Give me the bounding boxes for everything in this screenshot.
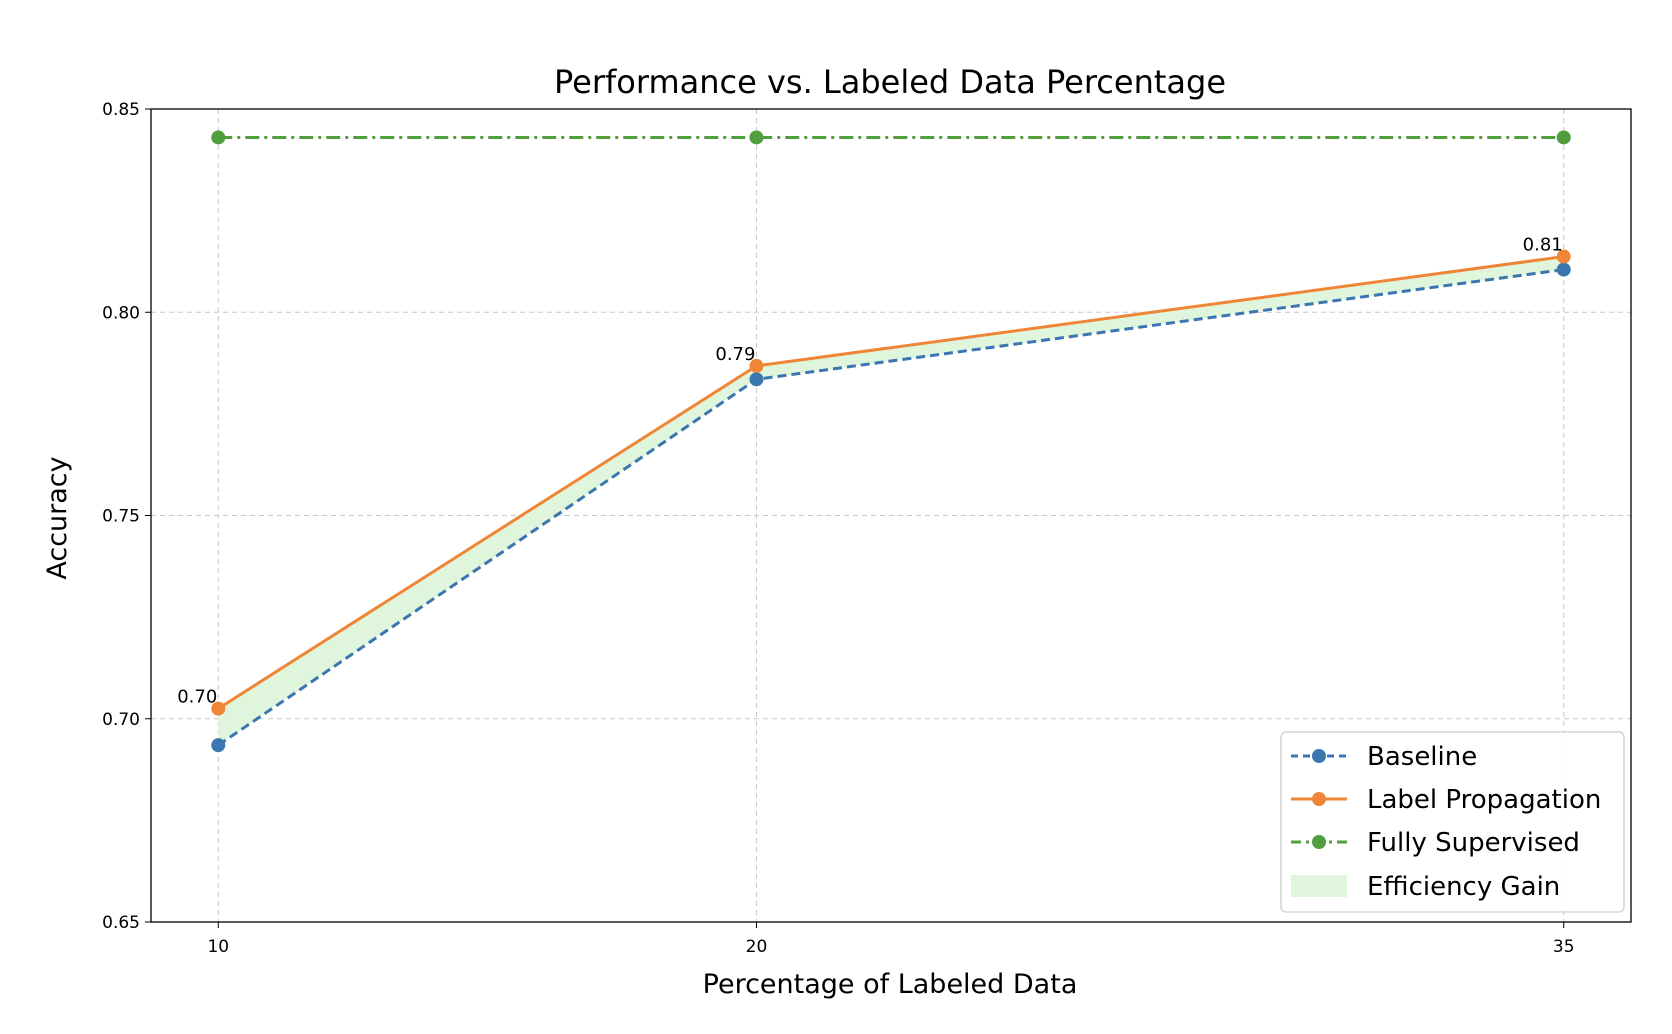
y-tick-label: 0.80 — [102, 303, 140, 323]
baseline-point — [211, 738, 226, 753]
y-tick-label: 0.65 — [102, 913, 140, 933]
fully-supervised-point — [211, 130, 226, 145]
x-axis-title: Percentage of Labeled Data — [703, 969, 1078, 1000]
fully-supervised-point — [749, 130, 764, 145]
data-label: 0.79 — [715, 344, 755, 365]
axis-ticks: 10 20 35 0.65 0.70 0.75 0.80 0.85 — [102, 100, 1574, 957]
label-propagation-legend-marker — [1312, 792, 1326, 806]
label-propagation-point — [749, 358, 764, 373]
data-label: 0.81 — [1523, 235, 1563, 256]
efficiency-gain-legend-swatch — [1291, 875, 1347, 897]
y-tick-label: 0.75 — [102, 507, 140, 527]
label-propagation-legend-label: Label Propagation — [1367, 785, 1601, 815]
baseline-legend-label: Baseline — [1367, 742, 1477, 772]
baseline-legend-marker — [1312, 749, 1326, 763]
y-tick-label: 0.85 — [102, 100, 140, 120]
data-labels: 0.70 0.79 0.81 — [177, 235, 1563, 708]
x-tick-label: 20 — [746, 937, 768, 957]
label-propagation-line — [217, 255, 1564, 710]
baseline-point — [749, 372, 764, 387]
fully-supervised-legend-marker — [1312, 835, 1326, 849]
fully-supervised-point — [1556, 130, 1571, 145]
fully-supervised-legend-label: Fully Supervised — [1367, 828, 1580, 858]
legend: Baseline Label Propagation Fully Supervise… — [1280, 731, 1625, 913]
x-tick-label: 35 — [1553, 937, 1575, 957]
data-label: 0.70 — [177, 687, 217, 708]
chart-title: Performance vs. Labeled Data Percentage — [554, 63, 1226, 101]
baseline-line — [217, 268, 1564, 747]
efficiency-gain-fill — [218, 256, 1564, 746]
y-tick-label: 0.70 — [102, 710, 140, 730]
legend-box — [1280, 731, 1625, 913]
efficiency-gain-legend-label: Efficiency Gain — [1367, 872, 1560, 902]
x-tick-label: 10 — [207, 937, 229, 957]
baseline-point — [1556, 262, 1571, 277]
label-propagation-point — [1556, 249, 1571, 264]
y-axis-title: Accuracy — [42, 456, 73, 579]
series-lines — [211, 130, 1571, 753]
label-propagation-point — [211, 701, 226, 716]
efficiency-gain-area — [218, 256, 1564, 746]
